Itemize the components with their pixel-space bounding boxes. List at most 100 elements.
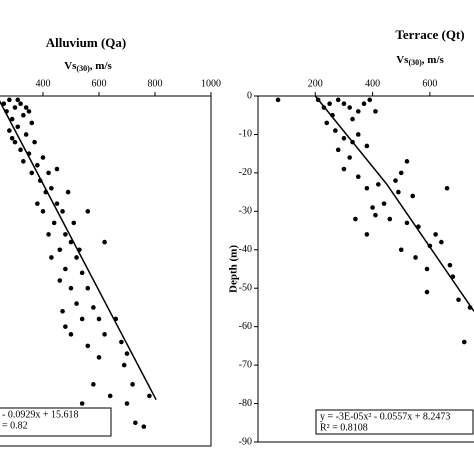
- data-point: [49, 255, 54, 260]
- data-point: [60, 308, 65, 314]
- data-point: [9, 116, 15, 122]
- data-point: [424, 289, 430, 295]
- data-point: [65, 189, 71, 195]
- data-point: [376, 182, 381, 187]
- data-point: [130, 382, 135, 387]
- plot-frame: [257, 95, 474, 443]
- y-tick-label: -90: [239, 436, 252, 447]
- data-point: [79, 316, 85, 322]
- data-point: [96, 355, 102, 360]
- data-point: [461, 339, 467, 345]
- y-tick-label: 0: [247, 90, 252, 101]
- chart: Terrace (Qt) Vs(30), m/s 200 400 600 0 -10 -20 -…: [228, 27, 474, 447]
- data-point: [347, 155, 352, 160]
- data-point: [85, 343, 91, 349]
- label-rest: , m/s: [90, 60, 113, 72]
- data-point: [424, 266, 430, 272]
- data-point: [29, 120, 35, 126]
- data-point: [335, 147, 341, 153]
- data-point: [467, 305, 473, 310]
- data-point: [350, 139, 355, 145]
- data-point: [124, 401, 130, 406]
- data-point: [7, 97, 12, 103]
- data-point: [57, 247, 63, 253]
- label-main: Vs: [396, 54, 409, 66]
- fit-line: [314, 95, 474, 312]
- x-tick-label: 400: [35, 78, 50, 89]
- data-point: [12, 139, 18, 145]
- data-point: [324, 120, 330, 126]
- data-point: [40, 155, 46, 160]
- data-point: [4, 109, 9, 114]
- label-rest: , m/s: [422, 54, 445, 66]
- data-point: [404, 159, 410, 164]
- data-point: [57, 278, 63, 283]
- data-point: [410, 193, 415, 199]
- data-point: [21, 112, 26, 118]
- data-point: [54, 166, 60, 172]
- data-point: [79, 270, 85, 276]
- y-tick-label: -80: [239, 398, 252, 409]
- x-tick-label: 200: [308, 78, 323, 89]
- data-point: [373, 212, 378, 218]
- data-point: [147, 393, 152, 399]
- data-point: [335, 97, 341, 103]
- equation-text: = 0.82: [2, 420, 28, 431]
- data-point: [91, 305, 96, 310]
- data-point: [18, 147, 23, 153]
- data-point: [396, 189, 401, 195]
- data-point: [315, 97, 321, 103]
- data-point: [60, 209, 65, 214]
- data-point: [49, 185, 54, 191]
- data-point: [275, 97, 281, 103]
- data-point: [364, 143, 370, 149]
- y-tick-label: -20: [239, 167, 252, 178]
- data-point: [355, 174, 361, 180]
- data-point: [35, 201, 40, 206]
- data-point: [63, 232, 68, 237]
- data-point: [102, 239, 107, 245]
- data-point: [393, 178, 398, 183]
- data-point: [355, 109, 361, 114]
- data-point: [74, 301, 79, 306]
- data-point: [7, 128, 12, 133]
- data-point: [124, 351, 130, 356]
- equation-text: - 0.0929x + 15.618: [2, 409, 78, 420]
- data-point: [387, 216, 393, 222]
- y-axis-label: Depth (m): [228, 245, 240, 293]
- data-point: [321, 105, 327, 110]
- data-point: [107, 393, 113, 399]
- data-point: [341, 135, 347, 141]
- data-point: [85, 209, 91, 214]
- data-point: [46, 232, 51, 237]
- y-tick-label: -40: [239, 244, 252, 255]
- data-point: [32, 139, 37, 145]
- data-point: [370, 205, 375, 210]
- data-point: [456, 297, 461, 303]
- y-tick-label: -70: [239, 359, 252, 370]
- data-point: [23, 132, 29, 137]
- label-sub: (30): [408, 58, 422, 67]
- data-point: [398, 170, 404, 176]
- data-point: [341, 166, 347, 172]
- label-sub: (30): [76, 64, 90, 73]
- equation-text: y = -3E-05x² - 0.0557x + 8.2473: [320, 411, 450, 422]
- chart-title: Alluvium (Qa): [46, 35, 127, 50]
- data-point: [29, 170, 35, 176]
- data-point: [26, 109, 32, 114]
- label-main: Vs: [64, 60, 77, 72]
- chart: Alluvium (Qa) Vs(30), m/s 400 600 800 1000 - 0…: [0, 35, 221, 447]
- data-point: [15, 124, 21, 130]
- data-point: [51, 220, 57, 226]
- y-tick-label: -30: [239, 206, 252, 217]
- data-point: [119, 339, 124, 345]
- data-point: [450, 274, 456, 279]
- data-point: [333, 128, 338, 133]
- data-point: [46, 170, 51, 176]
- data-point: [12, 105, 18, 110]
- data-point: [416, 224, 421, 230]
- data-point: [355, 132, 361, 137]
- data-point: [68, 239, 74, 245]
- data-point: [364, 185, 370, 191]
- x-axis-label: Vs(30), m/s: [396, 54, 444, 67]
